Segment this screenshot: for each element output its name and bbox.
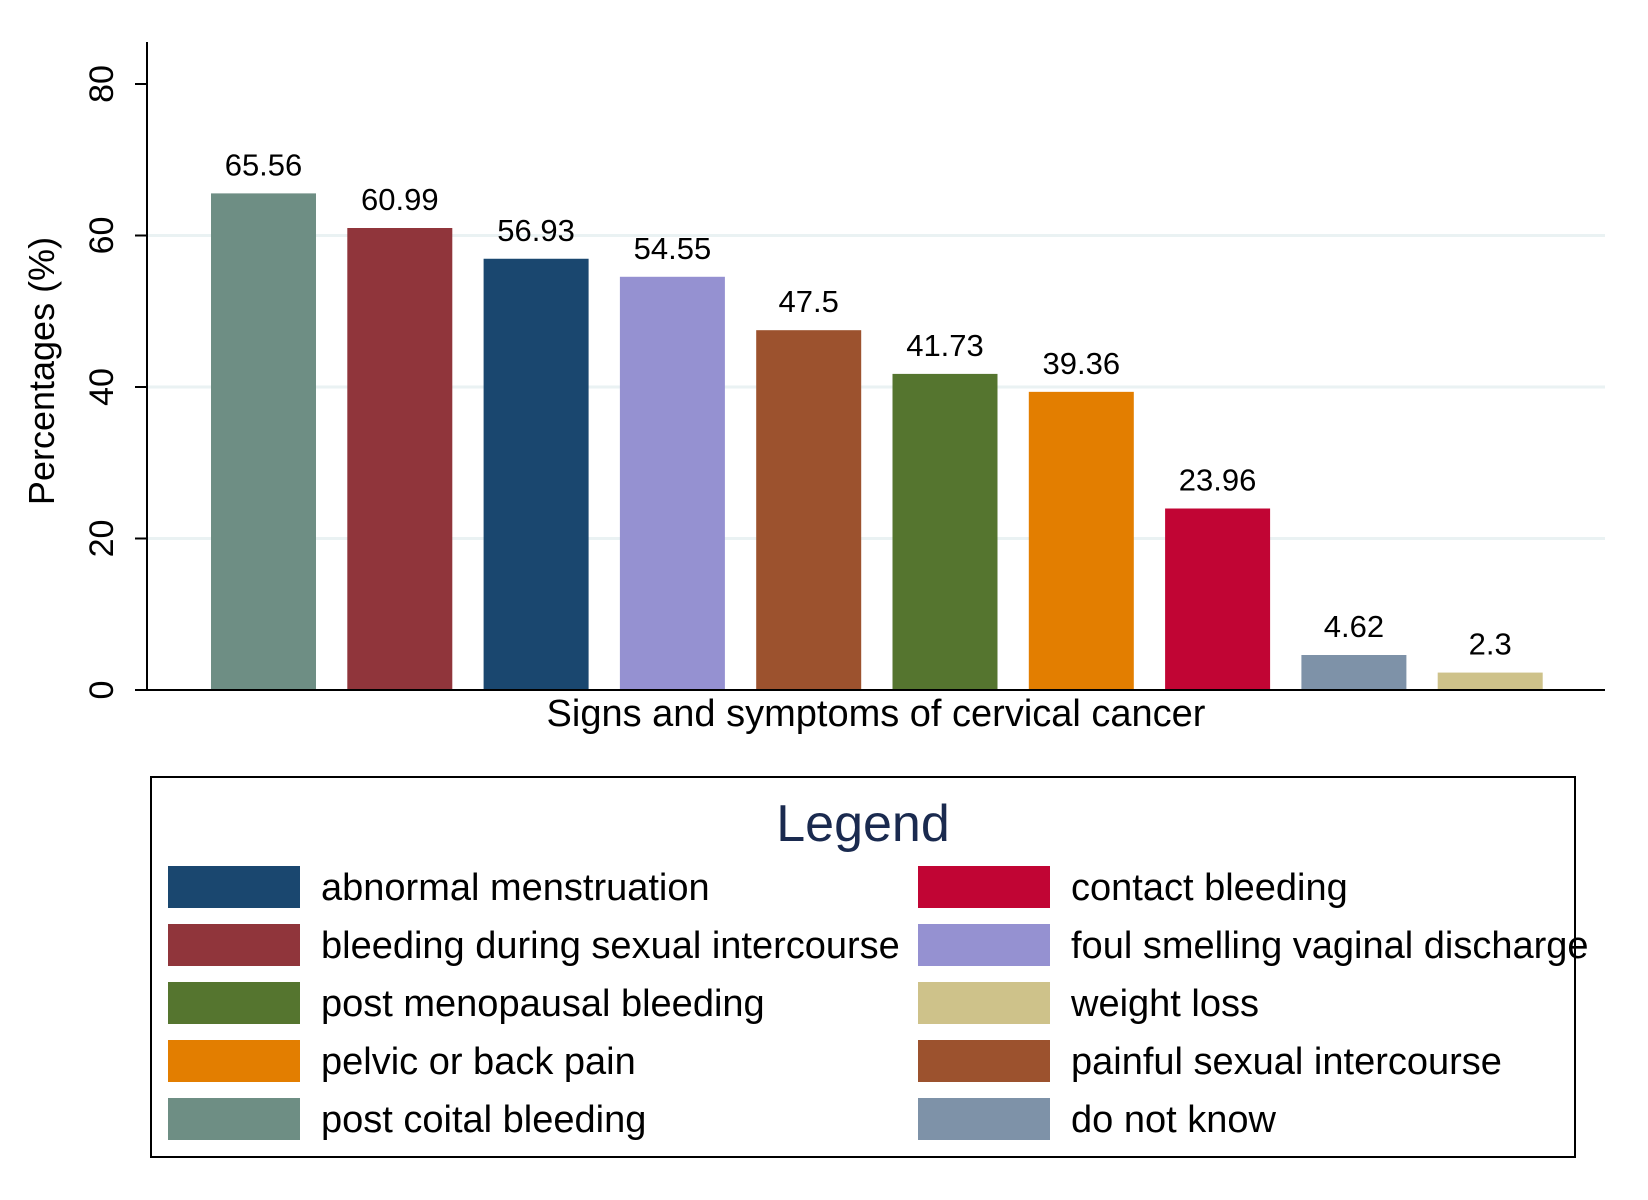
bar-foul-smelling-vaginal-discharge — [619, 276, 725, 690]
bar-painful-sexual-intercourse — [756, 330, 862, 690]
y-tick-label: 60 — [83, 217, 121, 255]
bar-value-label: 47.5 — [779, 284, 839, 319]
legend-label: abnormal menstruation — [321, 867, 710, 909]
legend: Legend abnormal menstruation contact blee… — [150, 776, 1589, 1158]
bar-post-coital-bleeding — [211, 193, 316, 690]
y-tick-label: 40 — [83, 368, 121, 406]
bar-value-label: 60.99 — [361, 182, 439, 217]
y-tick-label: 80 — [83, 65, 121, 103]
bar-weight-loss — [1437, 672, 1543, 690]
legend-label: post coital bleeding — [321, 1099, 647, 1141]
bar-post-menopausal-bleeding — [892, 373, 998, 690]
legend-label: do not know — [1071, 1099, 1276, 1141]
bar-value-label: 39.36 — [1043, 346, 1121, 381]
bar-contact-bleeding — [1165, 508, 1271, 690]
x-axis-label: Signs and symptoms of cervical cancer — [547, 693, 1206, 735]
legend-swatch — [918, 866, 1050, 908]
bar-bleeding-during-sexual-intercourse — [347, 228, 453, 691]
bar-value-label: 65.56 — [225, 147, 303, 182]
bar-value-label: 4.62 — [1324, 609, 1384, 644]
legend-label: pelvic or back pain — [321, 1041, 636, 1083]
legend-label: contact bleeding — [1071, 867, 1348, 909]
bar-value-label: 23.96 — [1179, 463, 1257, 498]
bars — [211, 193, 1543, 691]
legend-swatch — [918, 982, 1050, 1024]
bar-value-label: 41.73 — [906, 328, 984, 363]
bar-value-label: 54.55 — [634, 231, 712, 266]
y-tick-label: 20 — [83, 520, 121, 558]
y-axis-ticks: 0 20 40 60 80 — [83, 65, 147, 699]
bar-value-label: 2.3 — [1469, 627, 1512, 662]
legend-label: bleeding during sexual intercourse — [321, 925, 900, 967]
legend-label: painful sexual intercourse — [1071, 1041, 1502, 1083]
legend-swatch — [168, 982, 300, 1024]
legend-swatch — [168, 1098, 300, 1140]
legend-swatch — [168, 1040, 300, 1082]
legend-label: foul smelling vaginal discharge — [1071, 925, 1589, 967]
bar-abnormal-menstruation — [483, 258, 589, 690]
bar-do-not-know — [1301, 655, 1407, 690]
legend-title: Legend — [776, 795, 950, 853]
bar-value-label: 56.93 — [497, 213, 575, 248]
legend-label: post menopausal bleeding — [321, 983, 765, 1025]
y-axis-label: Percentages (%) — [21, 237, 62, 505]
y-tick-label: 0 — [83, 681, 121, 700]
legend-swatch — [168, 866, 300, 908]
legend-label: weight loss — [1071, 983, 1259, 1025]
legend-swatch — [918, 1040, 1050, 1082]
legend-swatch — [918, 1098, 1050, 1140]
bar-pelvic-or-back-pain — [1028, 391, 1134, 690]
legend-swatch — [918, 924, 1050, 966]
bar-chart: 65.56 60.99 56.93 54.55 47.5 41.73 39.36 23.96 4… — [21, 42, 1605, 735]
legend-swatch — [168, 924, 300, 966]
bar-value-labels: 65.56 60.99 56.93 54.55 47.5 41.73 39.36 23.96 4… — [225, 147, 1512, 661]
